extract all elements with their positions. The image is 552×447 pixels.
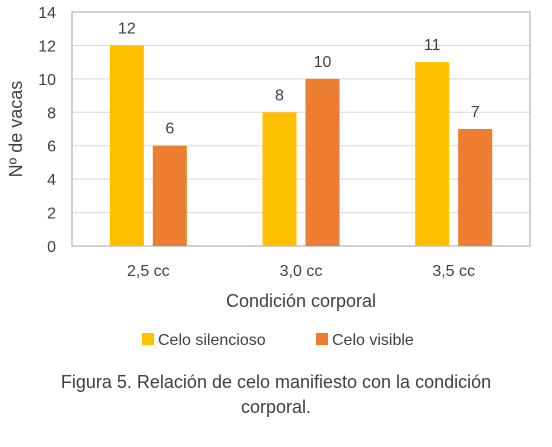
y-tick-label: 0 [47, 239, 56, 256]
data-label: 7 [471, 104, 480, 121]
gridlines [72, 44, 530, 214]
legend-swatch-celo-visible [316, 333, 328, 345]
y-tick-label: 10 [38, 72, 56, 89]
legend-label-celo-silencioso: Celo silencioso [158, 332, 266, 349]
y-tick-label: 14 [38, 5, 56, 22]
data-label: 11 [424, 37, 441, 54]
x-tick-label: 3,5 cc [432, 263, 475, 280]
data-label: 8 [275, 87, 284, 104]
caption-line-2: corporal. [240, 397, 312, 417]
x-axis-title: Condición corporal [226, 291, 376, 311]
y-axis-ticks: 0 2 4 6 8 10 12 14 [38, 5, 56, 256]
legend-swatch-celo-silencioso [142, 333, 154, 345]
legend: Celo silencioso Celo visible [142, 332, 414, 349]
bar-celo-silencioso [109, 45, 144, 246]
data-label: 6 [165, 121, 174, 138]
legend-label-celo-visible: Celo visible [332, 332, 414, 349]
y-tick-label: 8 [47, 105, 56, 122]
y-tick-label: 6 [47, 139, 56, 156]
y-axis-title: Nº de vacas [6, 81, 26, 178]
figure-caption: Figura 5. Relación de celo manifiesto co… [0, 372, 552, 418]
data-label: 10 [314, 54, 332, 71]
chart: 0 2 4 6 8 10 12 14 12 6 8 10 11 7 2,5 cc 3,0 cc 3,5 cc… [6, 5, 531, 349]
bar-celo-visible [458, 129, 493, 246]
x-tick-label: 2,5 cc [127, 263, 170, 280]
data-labels: 12 6 8 10 11 7 [118, 20, 480, 137]
bar-celo-silencioso [262, 112, 297, 247]
bar-celo-visible [152, 145, 187, 246]
bar-celo-silencioso [415, 62, 450, 247]
x-axis-ticks: 2,5 cc 3,0 cc 3,5 cc [127, 263, 475, 280]
data-label: 12 [118, 20, 136, 37]
y-tick-label: 2 [47, 206, 56, 223]
y-tick-label: 12 [38, 38, 56, 55]
caption-line-1: Figura 5. Relación de celo manifiesto co… [60, 372, 492, 392]
plot-frame [71, 11, 531, 247]
bar-celo-visible [305, 78, 340, 246]
bars [109, 45, 493, 247]
y-tick-label: 4 [47, 172, 56, 189]
x-tick-label: 3,0 cc [280, 263, 323, 280]
